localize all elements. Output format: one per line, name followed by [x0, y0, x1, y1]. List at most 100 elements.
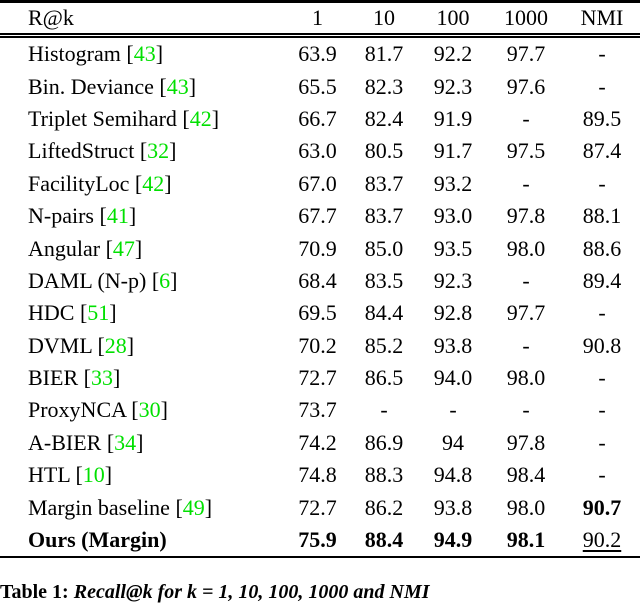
method-label: DVML [28] — [28, 332, 135, 358]
column-header-rk: R@k — [0, 1, 285, 38]
citation-link[interactable]: 6 — [159, 267, 171, 293]
table-row: N-pairs [41] 67.7 83.7 93.0 97.8 88.1 — [0, 200, 640, 232]
metric-cell: 67.7 — [298, 203, 337, 229]
metric-cell: 86.2 — [364, 494, 404, 520]
metric-cell: 72.7 — [298, 365, 337, 391]
metric-cell: - — [598, 365, 606, 391]
citation-link[interactable]: 51 — [87, 300, 110, 326]
citation-link[interactable]: 41 — [106, 203, 129, 229]
method-label: Histogram [43] — [28, 41, 164, 67]
method-label: Ours (Margin) — [0, 523, 285, 559]
metric-cell: - — [598, 41, 606, 67]
metric-cell: 69.5 — [298, 300, 337, 326]
metric-cell: 88.6 — [582, 235, 622, 261]
method-name: HDC — [28, 300, 75, 326]
metric-cell: 63.9 — [298, 41, 337, 67]
citation-link[interactable]: 43 — [133, 41, 156, 67]
metric-cell: 94.9 — [418, 523, 488, 559]
metric-cell: 97.5 — [506, 138, 546, 164]
metric-cell: - — [522, 397, 530, 423]
citation-link[interactable]: 42 — [142, 170, 165, 196]
metric-cell: 85.2 — [364, 332, 404, 358]
header-row: R@k 1 10 100 1000 NMI — [0, 1, 640, 38]
table-row: Triplet Semihard [42] 66.7 82.4 91.9 - 89.5 — [0, 103, 640, 135]
table-row: ProxyNCA [30] 73.7 - - - - — [0, 394, 640, 426]
table-row: Angular [47] 70.9 85.0 93.5 98.0 88.6 — [0, 232, 640, 264]
metric-cell: 89.5 — [582, 105, 622, 131]
citation-link[interactable]: 28 — [104, 332, 127, 358]
column-header: 10 — [350, 1, 418, 38]
metric-cell: 91.9 — [433, 105, 473, 131]
method-label: A-BIER [34] — [28, 429, 144, 455]
metric-cell: 74.8 — [298, 462, 337, 488]
metric-cell: 88.4 — [350, 523, 418, 559]
table-row: A-BIER [34] 74.2 86.9 94 97.8 - — [0, 427, 640, 459]
table-row: DAML (N-p) [6] 68.4 83.5 92.3 - 89.4 — [0, 265, 640, 297]
method-name: Bin. Deviance — [28, 73, 154, 99]
citation-link[interactable]: 34 — [114, 429, 137, 455]
metric-cell: 93.2 — [433, 170, 473, 196]
results-table: R@k 1 10 100 1000 NMI Histogram [43] 63.9 81.7 9… — [0, 0, 640, 559]
table-row: Histogram [43] 63.9 81.7 92.2 97.7 - — [0, 36, 640, 71]
method-label: Bin. Deviance [43] — [28, 73, 197, 99]
method-name: LiftedStruct — [28, 138, 135, 164]
method-name: DAML (N-p) — [28, 267, 147, 293]
table-row: HTL [10] 74.8 88.3 94.8 98.4 - — [0, 459, 640, 491]
table-row: HDC [51] 69.5 84.4 92.8 97.7 - — [0, 297, 640, 329]
metric-cell: 81.7 — [364, 41, 404, 67]
citation-link[interactable]: 33 — [90, 365, 113, 391]
metric-cell: 70.9 — [298, 235, 337, 261]
metric-cell: 98.1 — [488, 523, 564, 559]
metric-cell: 83.7 — [364, 170, 404, 196]
metric-cell: 94 — [442, 429, 464, 455]
metric-cell: 86.5 — [364, 365, 404, 391]
table-row: Bin. Deviance [43] 65.5 82.3 92.3 97.6 - — [0, 70, 640, 102]
metric-cell: 94.8 — [433, 462, 473, 488]
metric-cell: - — [598, 170, 606, 196]
citation-link[interactable]: 32 — [147, 138, 170, 164]
metric-cell: 98.0 — [506, 235, 546, 261]
metric-cell: 90.7 — [582, 494, 622, 520]
method-label: BIER [33] — [28, 365, 121, 391]
citation-link[interactable]: 47 — [112, 235, 135, 261]
metric-cell: 73.7 — [298, 397, 337, 423]
method-name: ProxyNCA — [28, 397, 126, 423]
table-body: Histogram [43] 63.9 81.7 92.2 97.7 - Bin. Devi… — [0, 36, 640, 559]
citation-link[interactable]: 42 — [189, 105, 212, 131]
metric-cell: 67.0 — [298, 170, 337, 196]
metric-cell: - — [522, 105, 530, 131]
citation-link[interactable]: 10 — [82, 462, 105, 488]
metric-cell: 94.0 — [433, 365, 473, 391]
caption-label: Table 1: — [0, 581, 69, 603]
metric-cell: 92.3 — [433, 267, 473, 293]
column-header: 1 — [285, 1, 350, 38]
metric-cell: 92.2 — [433, 41, 473, 67]
citation-link[interactable]: 49 — [182, 494, 205, 520]
metric-cell: 98.0 — [506, 365, 546, 391]
table-row: LiftedStruct [32] 63.0 80.5 91.7 97.5 87.4 — [0, 135, 640, 167]
metric-cell: 97.8 — [506, 203, 546, 229]
metric-cell: 92.8 — [433, 300, 473, 326]
method-label: N-pairs [41] — [28, 203, 137, 229]
citation-link[interactable]: 30 — [138, 397, 161, 423]
metric-cell: 68.4 — [298, 267, 337, 293]
metric-cell: 85.0 — [364, 235, 404, 261]
method-name: BIER — [28, 365, 79, 391]
metric-cell: 74.2 — [298, 429, 337, 455]
metric-cell: 93.8 — [433, 494, 473, 520]
metric-cell: - — [449, 397, 457, 423]
metric-cell: 98.4 — [506, 462, 546, 488]
metric-cell: 97.7 — [506, 300, 546, 326]
method-name: DVML — [28, 332, 92, 358]
method-label: LiftedStruct [32] — [28, 138, 177, 164]
metric-cell: 93.8 — [433, 332, 473, 358]
citation-link[interactable]: 43 — [166, 73, 189, 99]
metric-cell: 91.7 — [433, 138, 473, 164]
metric-cell: 82.3 — [364, 73, 404, 99]
metric-cell: - — [598, 397, 606, 423]
method-label: Triplet Semihard [42] — [28, 105, 220, 131]
method-name: Angular — [28, 235, 101, 261]
table-row: Margin baseline [49] 72.7 86.2 93.8 98.0 90.7 — [0, 491, 640, 523]
method-name: FacilityLoc — [28, 170, 130, 196]
